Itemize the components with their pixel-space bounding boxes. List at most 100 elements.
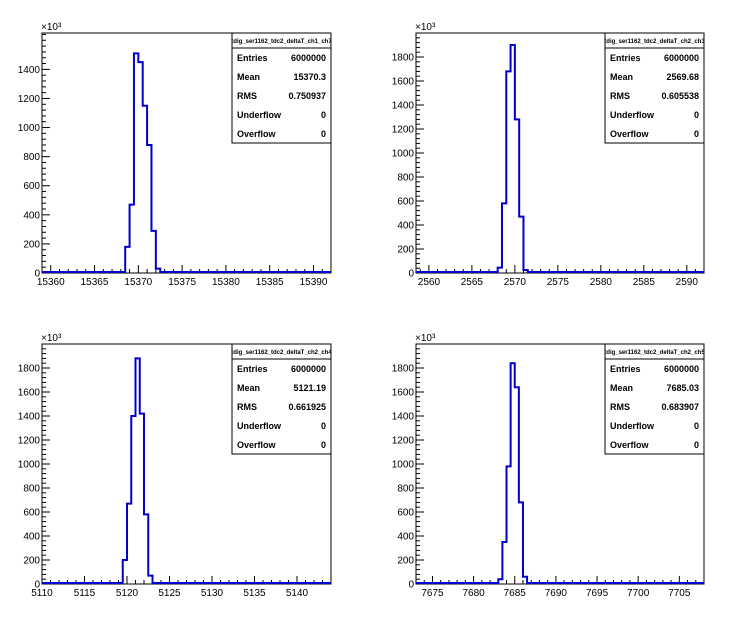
x-tick-label: 2575 [547,277,570,288]
stats-label: RMS [237,402,257,412]
stats-label: Mean [237,383,260,393]
y-tick-label: 1400 [18,412,41,423]
stats-value: 6000000 [291,364,326,374]
y-multiplier-label: ×10³ [41,333,62,344]
x-tick-label: 2585 [633,277,656,288]
y-tick-label: 1800 [18,364,41,375]
stats-title: tdig_ser1162_tdc2_deltaT_ch2_ch3 [604,39,705,45]
y-multiplier-label: ×10³ [415,22,436,33]
x-tick-label: 15360 [37,277,65,288]
stats-label: Underflow [237,421,282,431]
y-tick-label: 400 [23,210,40,221]
stats-value: 5121.19 [293,383,326,393]
y-tick-label: 600 [23,181,40,192]
x-tick-label: 7705 [668,588,691,599]
stats-label: Overflow [237,129,277,139]
x-tick-label: 2580 [590,277,613,288]
y-tick-label: 400 [397,532,414,543]
x-tick-label: 15390 [300,277,328,288]
stats-value: 0.750937 [288,91,326,101]
y-tick-label: 1000 [392,460,415,471]
x-tick-label: 5120 [116,588,139,599]
x-tick-label: 2590 [676,277,699,288]
stats-label: Overflow [237,440,277,450]
y-tick-label: 800 [397,173,414,184]
stats-value: 0.605538 [661,91,699,101]
stats-title: tdig_ser1162_tdc2_deltaT_ch2_ch4 [231,350,332,356]
stats-label: Underflow [610,110,655,120]
x-tick-label: 7695 [586,588,609,599]
stats-label: Overflow [610,440,650,450]
y-tick-label: 1000 [18,460,41,471]
x-tick-label: 7680 [462,588,485,599]
stats-value: 6000000 [291,53,326,63]
stats-label: Mean [610,72,633,82]
stats-value: 0 [321,421,326,431]
stats-value: 6000000 [664,364,699,374]
histogram-outline [416,44,704,273]
y-tick-label: 0 [34,580,40,591]
stats-value: 0 [694,129,699,139]
y-tick-label: 1600 [392,77,415,88]
stats-box [231,343,332,455]
x-tick-label: 5125 [158,588,181,599]
stats-value: 2569.68 [666,72,699,82]
x-tick-label: 2560 [418,277,441,288]
stats-value: 6000000 [664,53,699,63]
y-tick-label: 600 [397,508,414,519]
x-tick-label: 7675 [421,588,444,599]
x-tick-label: 2570 [504,277,527,288]
y-tick-label: 200 [23,239,40,250]
histogram-outline [42,52,331,273]
stats-value: 0.683907 [661,402,699,412]
stats-value: 15370.3 [293,72,326,82]
y-tick-label: 600 [23,508,40,519]
x-tick-label: 2565 [461,277,484,288]
x-tick-label: 7700 [627,588,650,599]
stats-box [604,32,705,144]
histogram-pad-2: 2560 2565 2570 2575 2580 2585 2590 0 200 400 600 80… [392,22,706,288]
stats-label: Entries [610,364,641,374]
y-tick-label: 1000 [18,123,41,134]
stats-value: 0 [694,110,699,120]
stats-value: 0 [321,129,326,139]
x-tick-label: 5135 [243,588,266,599]
stats-value: 0.661925 [288,402,326,412]
x-tick-label: 5140 [286,588,309,599]
stats-label: RMS [610,91,630,101]
stats-value: 7685.03 [666,383,699,393]
histogram-pad-1: 15360 15365 15370 15375 15380 15385 15390 0 200 4… [18,22,333,288]
histogram-outline [42,357,331,584]
y-tick-label: 200 [397,245,414,256]
y-tick-label: 1600 [18,388,41,399]
stats-box [231,32,332,144]
x-tick-label: 7685 [504,588,527,599]
y-tick-label: 1400 [18,65,41,76]
x-tick-label: 15380 [212,277,240,288]
y-tick-label: 400 [23,532,40,543]
y-tick-label: 0 [408,269,414,280]
x-tick-label: 15365 [81,277,109,288]
y-tick-label: 800 [397,484,414,495]
histogram-outline [416,362,704,584]
stats-value: 0 [694,440,699,450]
histogram-pad-4: 7675 7680 7685 7690 7695 7700 7705 0 200 400 600 80… [392,333,706,599]
stats-value: 0 [321,440,326,450]
stats-label: Entries [237,364,268,374]
x-tick-label: 15375 [168,277,196,288]
y-tick-label: 0 [34,269,40,280]
x-tick-label: 15385 [256,277,284,288]
y-tick-label: 800 [23,152,40,163]
x-tick-label: 15370 [124,277,152,288]
stats-label: Underflow [610,421,655,431]
y-tick-label: 200 [23,556,40,567]
y-tick-label: 1200 [18,94,41,105]
y-tick-label: 400 [397,221,414,232]
stats-label: Mean [237,72,260,82]
y-multiplier-label: ×10³ [41,22,62,33]
y-tick-label: 1400 [392,101,415,112]
stats-title: tdig_ser1162_tdc2_deltaT_ch2_ch5 [604,350,705,356]
y-tick-label: 1800 [392,364,415,375]
y-tick-label: 800 [23,484,40,495]
